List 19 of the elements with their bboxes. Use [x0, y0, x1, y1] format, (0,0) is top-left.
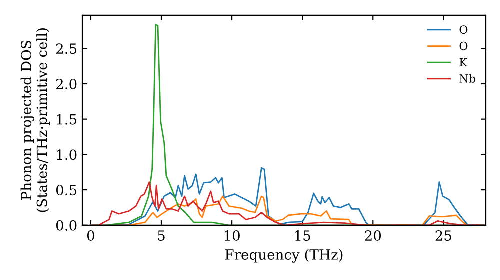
legend-label: O [460, 26, 468, 34]
y-tick-label: 0.0 [56, 220, 77, 231]
x-tick-label: 5 [158, 230, 165, 242]
x-tick-label: 20 [365, 230, 382, 242]
legend-label: K [460, 58, 468, 66]
y-tick-label: 0.5 [56, 185, 77, 196]
x-tick-label: 25 [436, 230, 452, 242]
y-tick-label: 1.0 [57, 150, 77, 160]
legend-label: Nb [460, 74, 476, 83]
line-series [90, 182, 486, 226]
x-tick-label: 15 [295, 230, 310, 242]
x-axis-title: Frequency (THz) [225, 249, 343, 263]
y-tick-label: 2.0 [56, 78, 77, 90]
x-tick-label: 10 [224, 230, 240, 242]
y-axis-title: Phonon projected DOS (States/THz·primitive cell) [20, 28, 50, 212]
y-tick-label: 1.5 [57, 114, 77, 125]
x-tick-label: 0 [87, 230, 94, 242]
legend-label: O [460, 42, 468, 50]
y-tick-label: 2.5 [56, 44, 77, 54]
